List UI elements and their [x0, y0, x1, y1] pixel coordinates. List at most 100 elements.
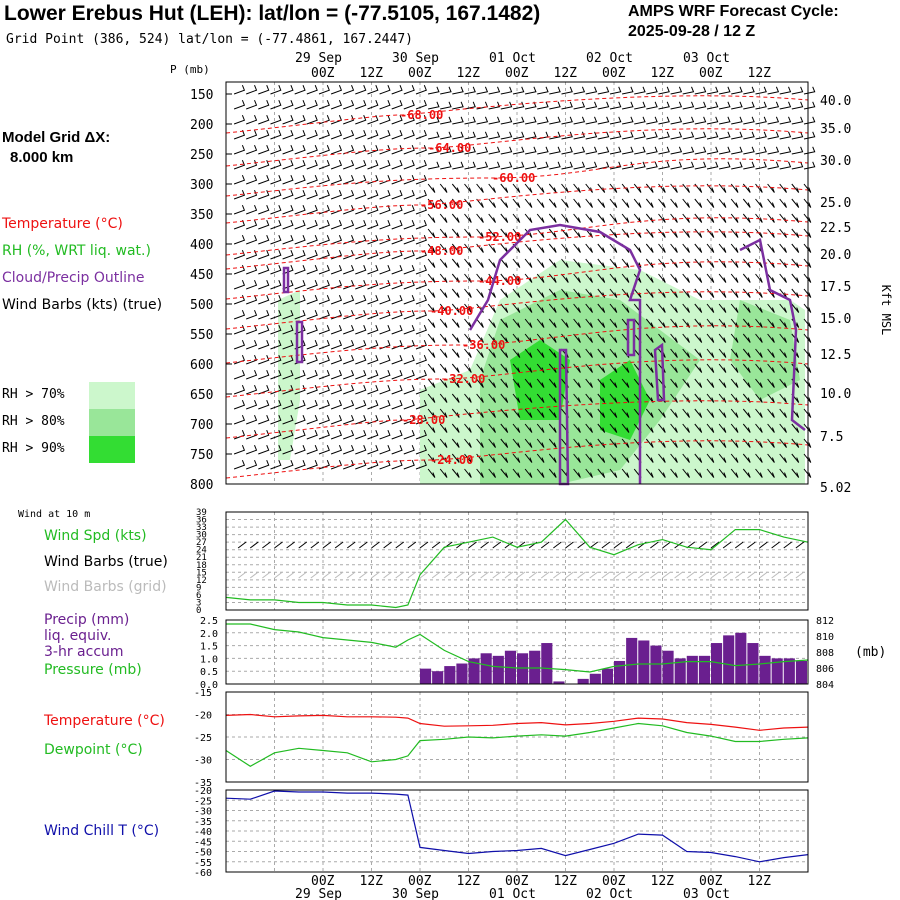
- chill-ytick-1: -25: [194, 796, 212, 807]
- precip-bar-6: [492, 655, 504, 684]
- wind-barb-grid-60: [468, 571, 477, 579]
- pressure-ytick-3: 806: [816, 664, 834, 675]
- bottom-date-label-2: 01 Oct: [489, 887, 536, 900]
- top-hour-label-5: 12Z: [554, 66, 578, 81]
- temperature-line: [225, 713, 809, 731]
- rh-area-2: [480, 290, 700, 484]
- precip-bar-1: [432, 671, 444, 684]
- wind-barb-grid-27: [334, 571, 344, 579]
- wind-barb-true-135: [771, 541, 780, 549]
- pressure-tick-700: 700: [190, 418, 213, 433]
- wind-ytick-2: 33: [196, 523, 207, 533]
- cloud-outline-4: [626, 318, 636, 357]
- wind-barb-grid-51: [431, 571, 441, 579]
- wind-barb-grid-108: [662, 571, 671, 579]
- top-hour-label-3: 12Z: [457, 66, 481, 81]
- wind-barb-true-3: [237, 541, 247, 549]
- top-hour-label-8: 00Z: [699, 66, 723, 81]
- bottom-hour-label-2: 00Z: [408, 874, 432, 889]
- forecast-cycle: AMPS WRF Forecast Cycle: 2025-09-28 / 12…: [628, 2, 839, 42]
- forecast-cycle-line1: AMPS WRF Forecast Cycle:: [628, 3, 839, 20]
- precip-bar-31: [795, 660, 807, 684]
- pressure-tick-550: 550: [190, 328, 213, 343]
- wind-ytick-0: 39: [196, 508, 207, 518]
- top-date-label-1: 30 Sep: [392, 51, 439, 66]
- wind-ytick-7: 18: [196, 561, 207, 571]
- pressure-ytick-1: 810: [816, 632, 834, 643]
- wind-barb-grid-63: [480, 571, 489, 579]
- precip-bar-14: [589, 673, 601, 684]
- top-hour-label-9: 12Z: [748, 66, 772, 81]
- wind-barb-true-48: [419, 541, 429, 549]
- top-hour-label-1: 12Z: [360, 66, 384, 81]
- isotherm-line-2: [225, 158, 809, 197]
- wind-barb-grid-36: [371, 571, 380, 579]
- wind-barb-grid-99: [625, 571, 635, 579]
- height-axis-label: Kft MSL: [879, 285, 893, 336]
- top-date-label-4: 03 Oct: [683, 51, 730, 66]
- wind-chill-line: [225, 790, 809, 863]
- precip-ytick-3: 1.0: [200, 654, 218, 665]
- wind-barb-true-129: [747, 541, 756, 549]
- isotherm-line-9: [225, 359, 809, 398]
- bottom-hour-label-4: 00Z: [505, 874, 529, 889]
- precip-bar-17: [626, 637, 638, 684]
- precip-bar-19: [650, 645, 662, 684]
- legend-cloud-outline: Cloud/Precip Outline: [2, 270, 145, 286]
- cloud-outline-2: [468, 223, 642, 484]
- bottom-date-label-4: 03 Oct: [683, 887, 730, 900]
- wind-barb-true-21: [310, 541, 320, 549]
- wind-barb-grid-114: [686, 571, 696, 579]
- wind-barb-true-51: [431, 541, 441, 549]
- wind-barb-grid-90: [589, 571, 599, 579]
- wind-barb-true-60: [468, 541, 477, 549]
- wind-barb-grid-39: [383, 571, 392, 579]
- wind-barb-grid-24: [322, 571, 332, 579]
- height-tick-4: 22.5: [820, 221, 851, 236]
- wind-barb-true-99: [625, 541, 635, 549]
- pressure-tick-650: 650: [190, 388, 213, 403]
- wind-barb-true-120: [710, 541, 720, 549]
- isotherm-line-0: [225, 95, 809, 134]
- legend-temperature: Temperature (°C): [2, 216, 123, 232]
- grid-point-subtitle: Grid Point (386, 524) lat/lon = (-77.486…: [6, 32, 413, 47]
- wind-barb-grid-126: [734, 571, 744, 579]
- wind-barb-true-45: [407, 541, 417, 549]
- wind-barb-grid-138: [783, 571, 793, 579]
- legend-precip-line3: 3-hr accum: [44, 644, 124, 660]
- bottom-hour-label-0: 00Z: [311, 874, 335, 889]
- precip-bar-9: [529, 650, 541, 684]
- legend-rh70-swatch: [89, 382, 135, 409]
- top-date-label-0: 29 Sep: [295, 51, 342, 66]
- wind-barb-grid-42: [395, 571, 405, 579]
- precip-panel-frame: [225, 619, 809, 685]
- precip-bar-4: [468, 658, 480, 684]
- precip-bar-30: [783, 658, 795, 684]
- isotherm-label-10: -28.00: [402, 413, 445, 427]
- wind-barb-grid-129: [747, 571, 756, 579]
- chill-ytick-3: -35: [194, 817, 212, 828]
- legend-precip-line1: Precip (mm): [44, 612, 130, 628]
- isotherm-label-1: -64.00: [428, 141, 471, 155]
- pressure-ytick-2: 808: [816, 648, 834, 659]
- wind-barb-true-84: [565, 541, 574, 549]
- isotherm-line-4: [225, 217, 809, 256]
- precip-bar-0: [420, 668, 432, 684]
- wind-barb-grid-78: [540, 571, 550, 579]
- wind-barb-grid-12: [274, 571, 283, 579]
- model-grid-line1: Model Grid ΔX:: [2, 129, 111, 146]
- top-hour-label-0: 00Z: [311, 66, 335, 81]
- wind-barb-true-66: [492, 541, 502, 549]
- wind-barb-grid-57: [456, 571, 465, 579]
- height-tick-10: 7.5: [820, 430, 843, 445]
- pressure-axis-label: P (mb): [170, 63, 210, 76]
- temp-ytick-1: -20: [194, 711, 212, 722]
- precip-bar-5: [480, 653, 492, 684]
- wind-barb-true-117: [698, 541, 708, 549]
- legend-wind-barbs-true: Wind Barbs (true): [44, 554, 168, 570]
- top-hour-label-6: 00Z: [602, 66, 626, 81]
- bottom-date-label-0: 29 Sep: [295, 887, 342, 900]
- legend-pressure: Pressure (mb): [44, 662, 142, 678]
- temp-panel-frame: [225, 691, 809, 783]
- bottom-hour-label-1: 12Z: [360, 874, 384, 889]
